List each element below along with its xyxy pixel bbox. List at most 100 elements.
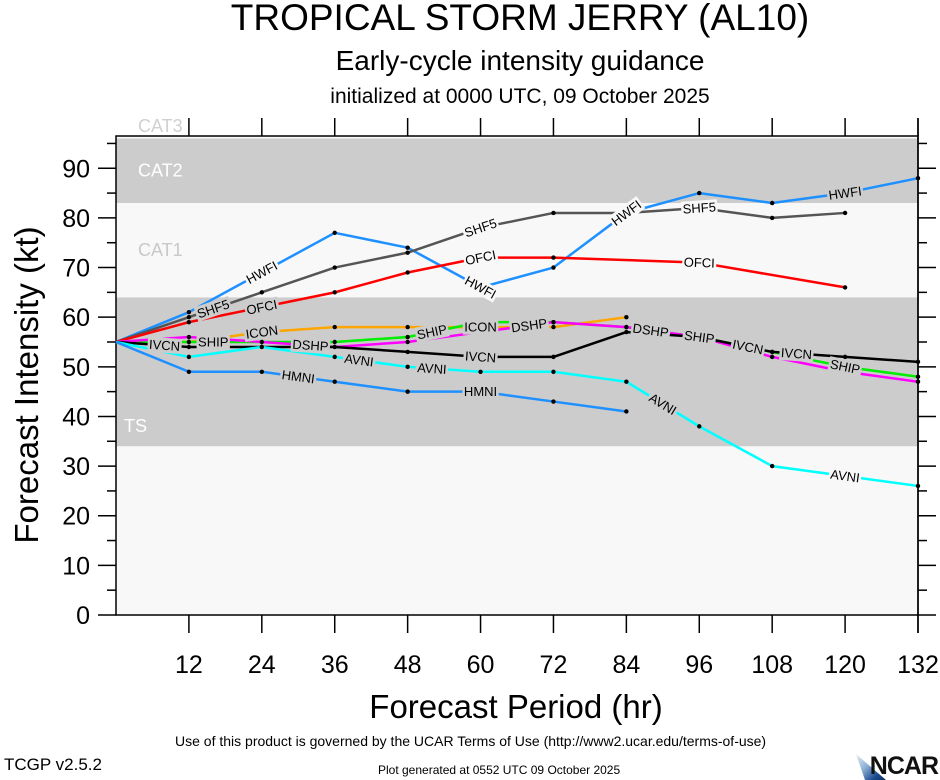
series-label-halo	[242, 257, 282, 288]
series-label-avni: AVNI	[341, 350, 377, 370]
y-tick-label: 0	[76, 602, 90, 630]
series-label-icon: ICON	[462, 319, 499, 335]
data-point-avni	[186, 354, 192, 360]
series-label-dshp: DSHP	[508, 315, 550, 336]
series-label-dshp: DSHP	[290, 336, 331, 355]
data-point-ship	[405, 334, 410, 340]
series-label-halo	[462, 384, 499, 400]
series-label-text: AVNI	[417, 360, 447, 377]
series-label-text: DSHP	[292, 337, 329, 354]
series-label-halo	[508, 315, 550, 336]
series-label-halo	[414, 321, 450, 343]
data-point-avni	[259, 344, 265, 350]
x-tick-label: 60	[467, 651, 495, 679]
series-label-halo	[243, 296, 281, 319]
generated-time: Plot generated at 0552 UTC 09 October 20…	[378, 763, 621, 777]
data-point-ivcn	[915, 359, 921, 365]
data-point-ship	[186, 339, 192, 345]
series-label-ivcn: IVCN	[729, 336, 767, 358]
band-cat3	[116, 136, 918, 139]
series-label-ofci: OFCI	[462, 246, 499, 269]
data-point-icon	[551, 324, 556, 330]
series-label-ship: SHIP	[414, 321, 450, 343]
data-point-ofci	[405, 270, 410, 275]
data-point-hwfi	[551, 265, 556, 270]
series-label-halo	[290, 336, 331, 355]
series-label-ship: SHIP	[827, 356, 863, 378]
data-point-avni	[405, 364, 410, 370]
series-label-text: SHIP	[683, 328, 715, 347]
series-label-halo	[681, 254, 717, 271]
x-tick-label: 72	[540, 651, 568, 679]
band-label-cat2: CAT2	[138, 161, 183, 181]
data-point-ivcn	[842, 354, 848, 360]
series-label-text: IVCN	[731, 337, 764, 358]
y-tick-label: 60	[62, 304, 90, 332]
data-point-dshp	[915, 379, 921, 384]
series-label-halo	[645, 389, 681, 419]
data-point-ofci	[186, 319, 192, 325]
data-point-hmni	[624, 409, 629, 414]
series-label-hwfi: HWFI	[826, 183, 865, 203]
series-label-ship: SHIP	[196, 334, 230, 350]
data-point-shf5	[769, 215, 775, 221]
terms-of-use: Use of this product is governed by the U…	[175, 733, 767, 749]
data-point-dshp	[259, 339, 265, 345]
data-point-ivcn	[551, 354, 556, 360]
series-label-ofci: OFCI	[243, 296, 281, 319]
series-label-icon: ICON	[243, 322, 281, 342]
series-label-halo	[341, 350, 377, 370]
data-point-hmni	[259, 369, 265, 374]
series-label-text: IVCN	[780, 345, 812, 362]
x-tick-label: 84	[612, 651, 640, 679]
data-point-shf5	[259, 290, 265, 295]
band-label-cat3: CAT3	[138, 116, 183, 136]
data-point-ivcn	[769, 349, 775, 355]
series-label-avni: AVNI	[415, 359, 449, 378]
series-label-text: OFCI	[245, 297, 278, 318]
y-tick-label: 80	[62, 205, 90, 233]
data-point-hwfi	[332, 230, 337, 235]
data-point-hmni	[332, 379, 337, 384]
y-tick-label: 10	[62, 552, 90, 580]
series-label-halo	[680, 199, 718, 217]
data-point-dshp	[551, 319, 556, 325]
data-point-hwfi	[915, 175, 921, 181]
band-cat2	[116, 138, 918, 204]
x-axis-label: Forecast Period (hr)	[369, 688, 662, 725]
series-label-ship: SHIP	[681, 327, 717, 347]
series-label-halo	[607, 196, 646, 230]
series-label-text: SHIP	[198, 334, 228, 349]
data-point-shf5	[405, 250, 410, 255]
data-point-dshp	[405, 339, 410, 345]
series-label-halo	[243, 322, 281, 342]
data-point-avni	[332, 354, 337, 360]
data-point-avni	[624, 379, 629, 384]
data-point-hmni	[551, 399, 556, 404]
series-label-halo	[460, 214, 501, 241]
data-point-avni	[769, 463, 775, 469]
data-point-icon	[405, 324, 410, 330]
x-tick-label: 120	[824, 651, 866, 679]
series-label-avni: AVNI	[828, 466, 863, 486]
chart-subtitle: Early-cycle intensity guidance	[335, 45, 705, 76]
series-label-halo	[828, 466, 863, 486]
series-label-halo	[681, 327, 717, 347]
x-tick-label: 48	[394, 651, 422, 679]
data-point-hmni	[186, 369, 192, 374]
data-point-avni	[697, 424, 702, 429]
data-point-dshp	[186, 334, 192, 340]
series-label-halo	[463, 348, 499, 366]
data-point-hwfi	[697, 190, 702, 196]
data-point-hwfi	[405, 245, 410, 250]
series-label-shf5: SHF5	[680, 199, 718, 217]
series-label-halo	[147, 336, 183, 354]
data-point-ivcn	[405, 349, 410, 355]
data-point-hwfi	[186, 310, 192, 315]
series-label-halo	[415, 359, 449, 378]
series-label-ivcn: IVCN	[778, 344, 814, 363]
y-tick-label: 40	[62, 403, 90, 431]
series-label-halo	[462, 246, 499, 269]
series-label-text: IVCN	[149, 337, 181, 354]
